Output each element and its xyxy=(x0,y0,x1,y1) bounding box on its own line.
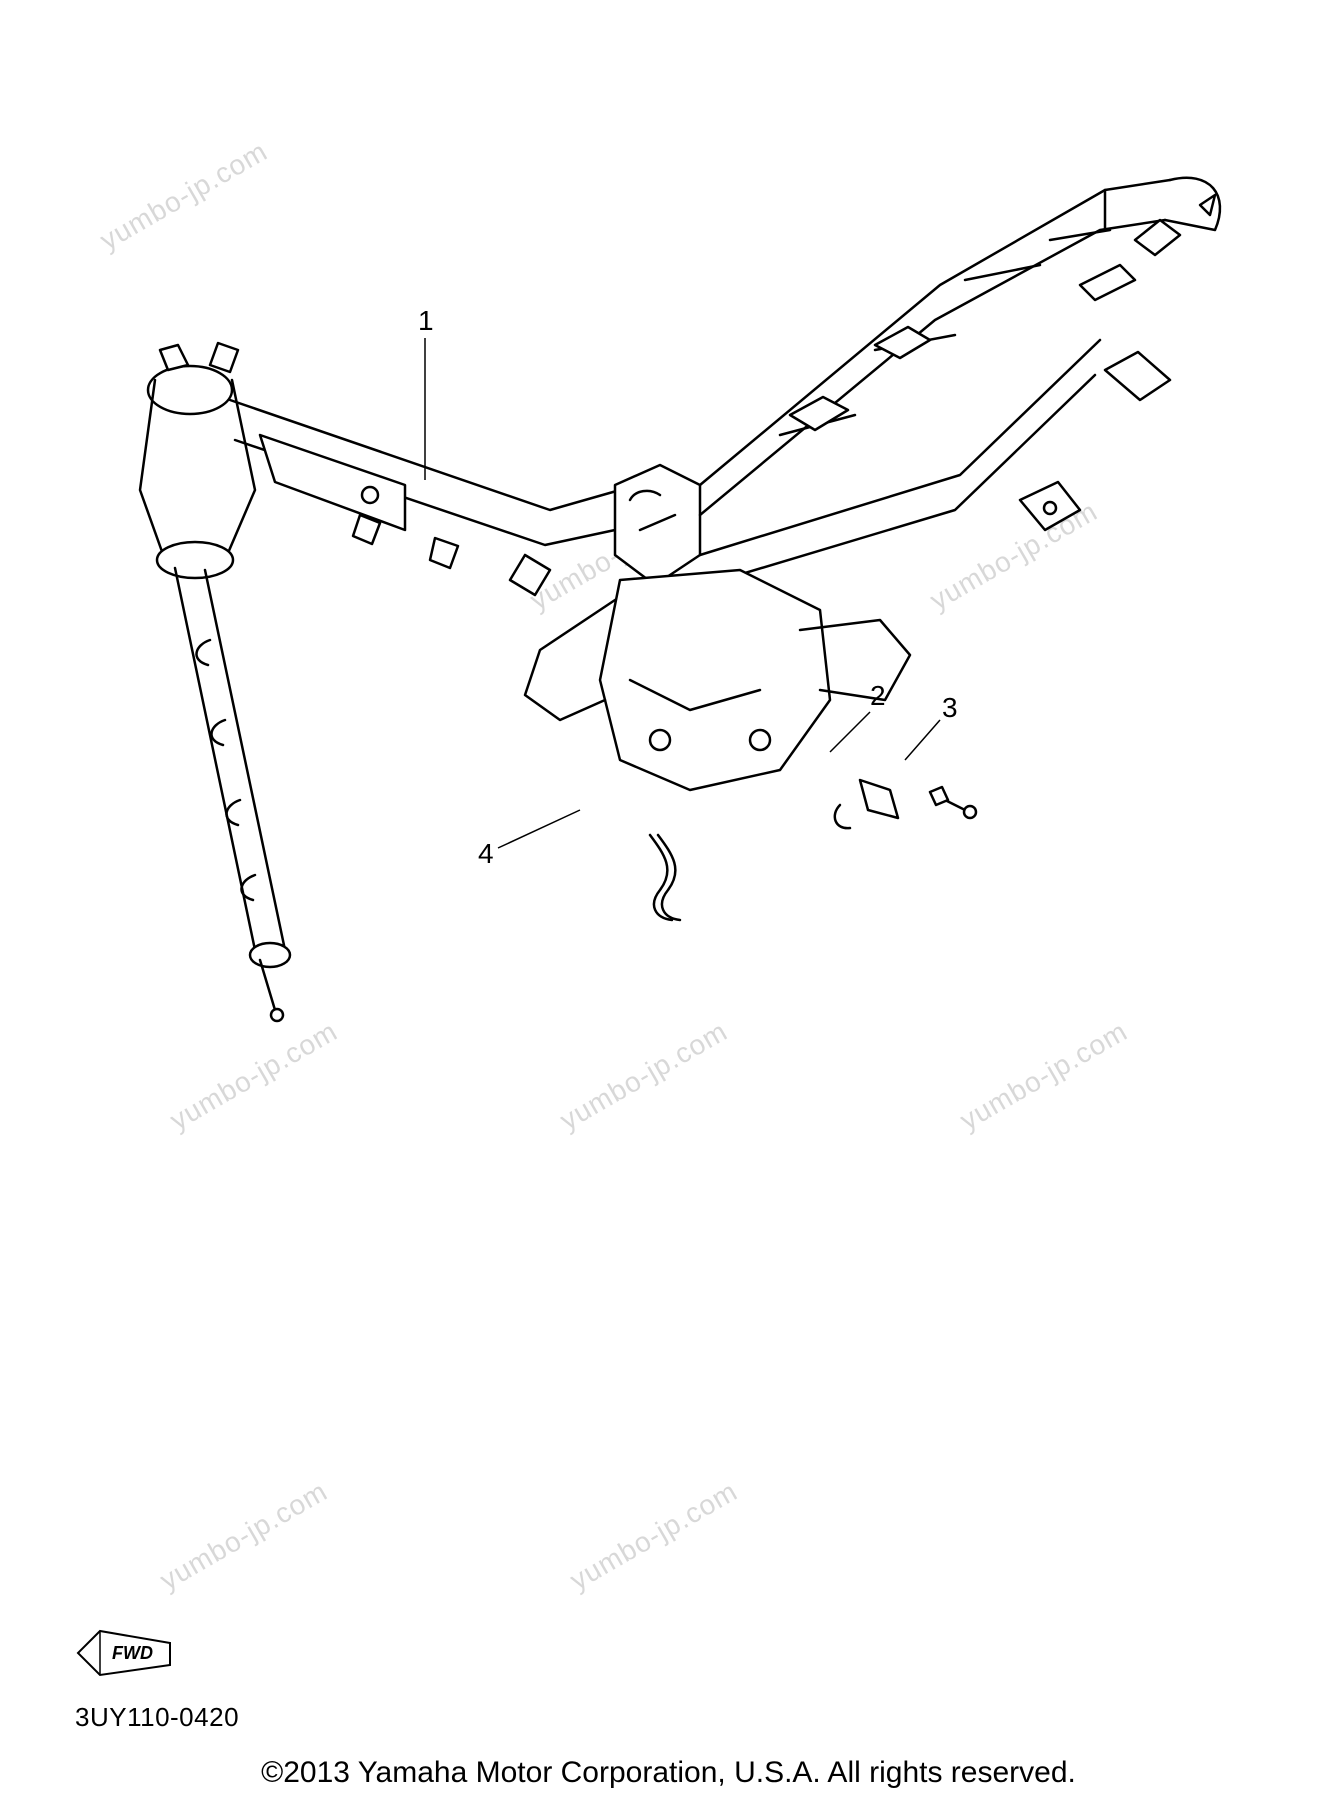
diagram-code: 3UY110-0420 xyxy=(75,1702,239,1733)
leader-lines xyxy=(0,0,1337,1808)
fwd-badge-icon: FWD xyxy=(70,1623,180,1678)
svg-text:FWD: FWD xyxy=(112,1643,153,1663)
copyright-text: ©2013 Yamaha Motor Corporation, U.S.A. A… xyxy=(0,1756,1337,1790)
